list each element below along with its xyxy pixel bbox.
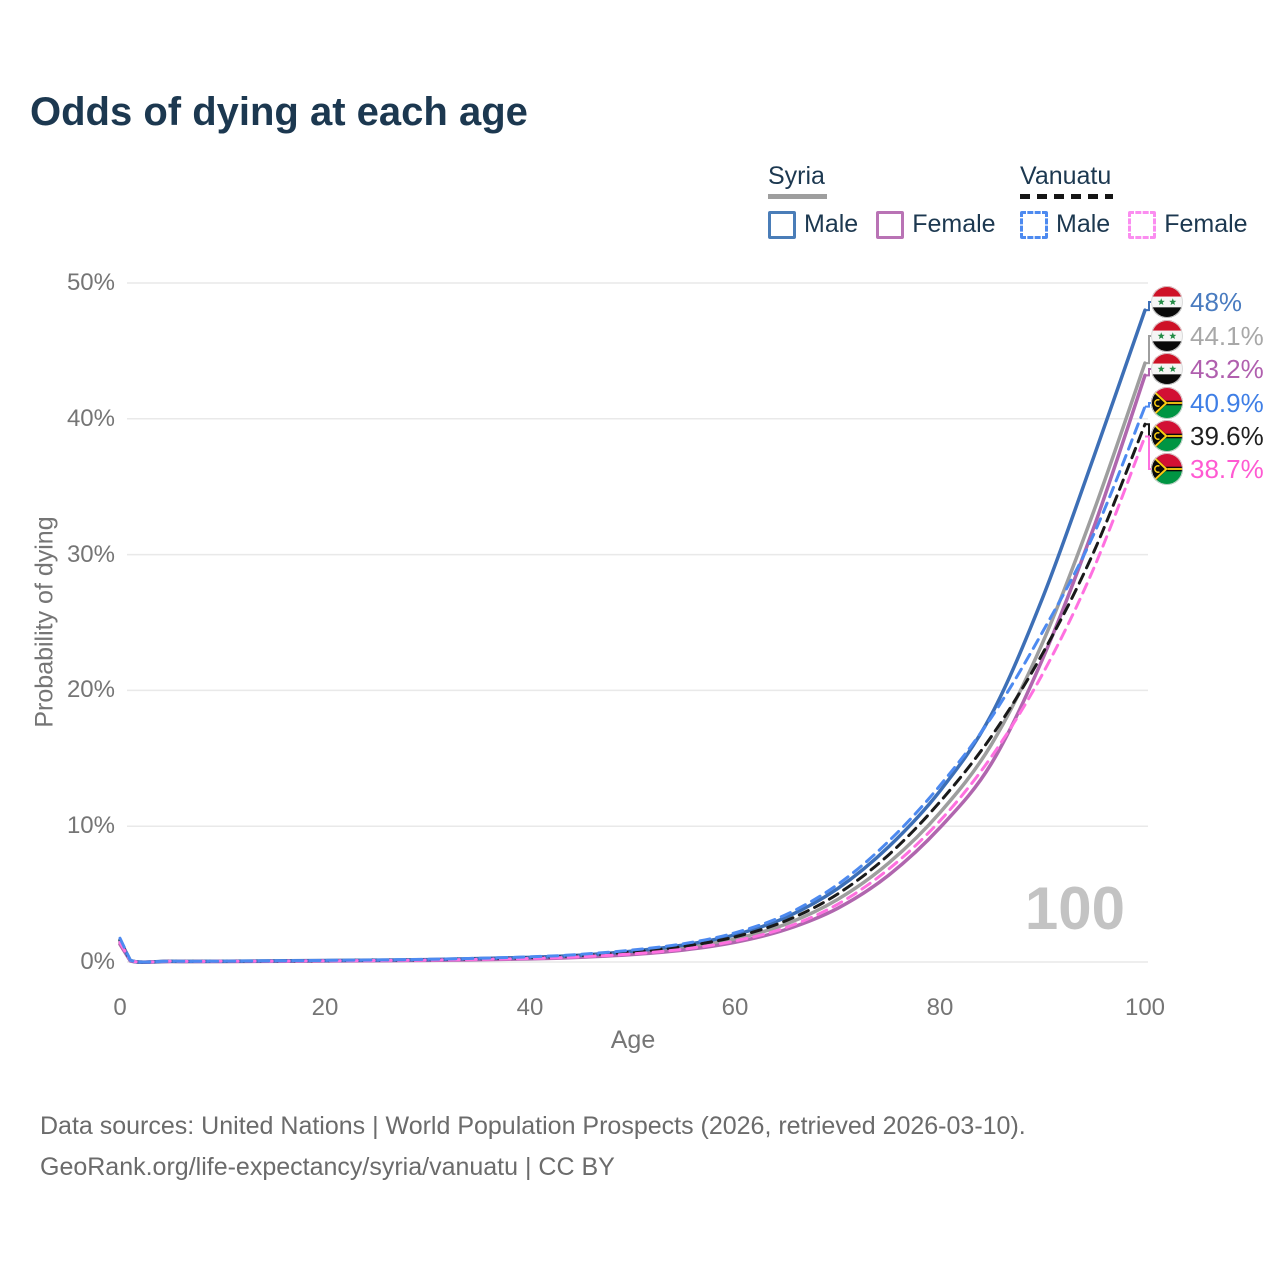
curve-vanuatu-male[interactable] xyxy=(118,405,1147,964)
end-label-value: 44.1% xyxy=(1190,320,1264,351)
legend-swatch-icon[interactable] xyxy=(876,210,905,239)
legend-group-title-syria: Syria xyxy=(768,162,825,190)
footer: Data sources: United Nations | World Pop… xyxy=(40,1106,1026,1188)
y-tick-label: 40% xyxy=(66,404,115,432)
y-tick-label: 50% xyxy=(66,269,115,296)
legend-item-label: Male xyxy=(804,210,859,238)
y-tick-label: 0% xyxy=(80,948,115,975)
curve-syria-female[interactable] xyxy=(118,373,1147,964)
end-label-row-syria-male[interactable]: 48% xyxy=(1151,285,1242,319)
legend-swatch-icon[interactable] xyxy=(768,210,796,239)
end-label-row-vanuatu-female[interactable]: 38.7% xyxy=(1151,452,1264,486)
legend-group-vanuatu: Vanuatu Male Female xyxy=(1020,162,1248,239)
legend-item-vanuatu-female[interactable]: Female xyxy=(1128,210,1248,239)
y-tick-label: 30% xyxy=(66,540,115,568)
x-axis-title: Age xyxy=(610,1026,656,1054)
legend-underline-syria xyxy=(768,194,827,199)
syria-flag-icon xyxy=(1151,353,1183,385)
legend-underline-vanuatu xyxy=(1020,194,1113,199)
end-label-row-vanuatu-both[interactable]: 39.6% xyxy=(1151,419,1264,453)
legend-row-vanuatu: Male Female xyxy=(1020,210,1248,239)
vanuatu-flag-icon xyxy=(1151,453,1183,485)
y-tick-label: 20% xyxy=(66,676,115,704)
end-label-value: 40.9% xyxy=(1190,387,1264,418)
x-tick-label: 40 xyxy=(516,994,544,1021)
x-tick-label: 20 xyxy=(311,994,339,1021)
legend-item-label: Male xyxy=(1056,210,1111,238)
footer-attribution-line: GeoRank.org/life-expectancy/syria/vanuat… xyxy=(40,1153,615,1181)
legend-item-syria-male[interactable]: Male xyxy=(768,210,858,239)
end-label-value: 43.2% xyxy=(1190,353,1264,384)
legend-item-syria-female[interactable]: Female xyxy=(876,210,996,239)
legend-group-title-vanuatu: Vanuatu xyxy=(1020,162,1112,190)
vanuatu-flag-icon xyxy=(1151,420,1183,452)
legend-group-syria: Syria Male Female xyxy=(768,162,996,239)
legend-item-vanuatu-male[interactable]: Male xyxy=(1020,210,1110,239)
vanuatu-flag-icon xyxy=(1151,387,1183,419)
x-tick-label: 80 xyxy=(926,994,954,1021)
x-tick-label: 0 xyxy=(113,994,127,1021)
syria-flag-icon xyxy=(1151,286,1183,318)
end-label-row-syria-female[interactable]: 43.2% xyxy=(1151,352,1264,386)
curve-syria-male[interactable] xyxy=(118,308,1147,964)
end-label-value: 38.7% xyxy=(1190,453,1264,484)
curve-vanuatu-both[interactable] xyxy=(118,422,1147,964)
gridlines xyxy=(127,282,1148,963)
footer-sources-line: Data sources: United Nations | World Pop… xyxy=(40,1112,1026,1140)
page-title: Odds of dying at each age xyxy=(30,90,528,134)
y-axis-title: Probability of dying xyxy=(30,516,59,728)
curve-vanuatu-female[interactable] xyxy=(118,435,1147,964)
syria-flag-icon xyxy=(1151,320,1183,352)
legend-item-label: Female xyxy=(1164,210,1248,238)
end-label-value: 39.6% xyxy=(1190,420,1264,451)
end-label-row-syria-both[interactable]: 44.1% xyxy=(1151,319,1264,353)
legend-row-syria: Male Female xyxy=(768,210,996,239)
legend-item-label: Female xyxy=(912,210,996,238)
legend-swatch-icon[interactable] xyxy=(1020,210,1048,239)
y-tick-label: 10% xyxy=(66,812,115,840)
x-tick-label: 60 xyxy=(721,994,749,1021)
legend-swatch-icon[interactable] xyxy=(1128,210,1157,239)
end-label-row-vanuatu-male[interactable]: 40.9% xyxy=(1151,386,1264,420)
end-label-value: 48% xyxy=(1190,286,1243,317)
hover-age-watermark: 100 xyxy=(1024,875,1125,942)
curve-syria-both[interactable] xyxy=(118,361,1147,964)
x-tick-label: 100 xyxy=(1124,994,1166,1021)
